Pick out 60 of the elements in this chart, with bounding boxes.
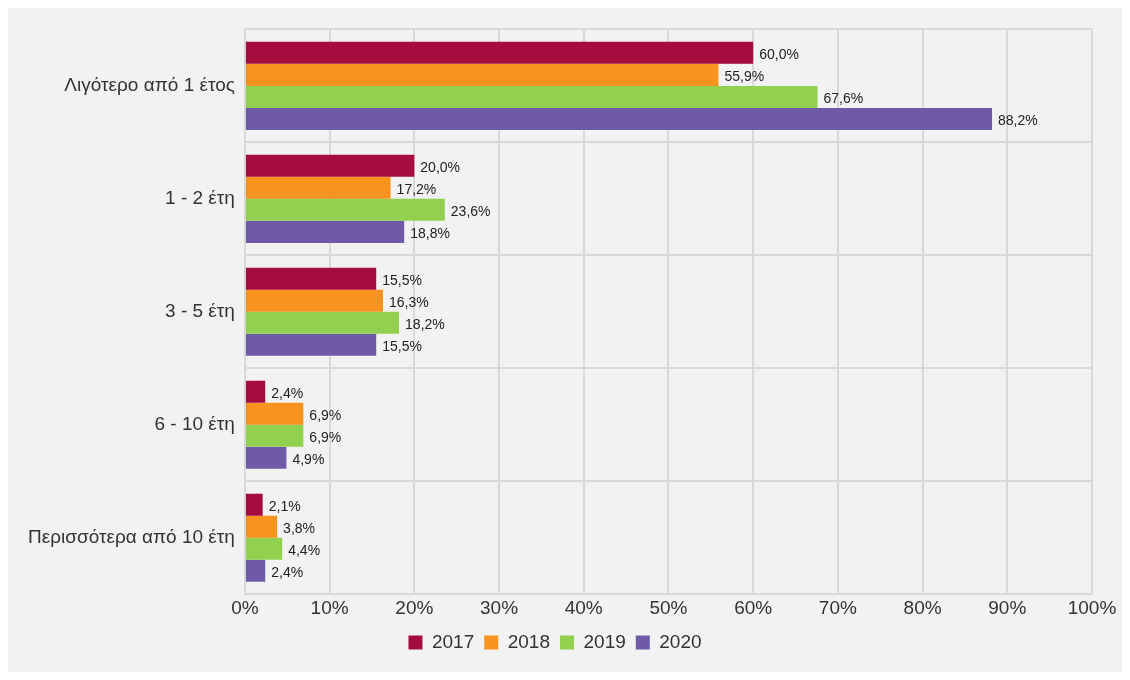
x-tick-label: 100% (1067, 596, 1117, 618)
y-tick-label: 6 - 10 έτη (154, 412, 235, 434)
bar (245, 537, 283, 560)
bar (245, 41, 754, 64)
bar (245, 85, 818, 108)
legend-label: 2017 (431, 630, 475, 652)
data-label: 2,4% (271, 384, 304, 401)
data-label: 18,8% (410, 224, 450, 241)
data-label: 2,4% (271, 563, 304, 580)
bar (245, 493, 263, 516)
bar (245, 176, 391, 199)
x-tick-label: 20% (395, 596, 434, 618)
bar (245, 446, 287, 469)
data-label: 55,9% (724, 67, 765, 84)
x-tick-label: 70% (818, 596, 857, 618)
y-tick-label: Περισσότερα από 10 έτη (27, 525, 235, 547)
bar (245, 267, 377, 290)
legend-label: 2018 (507, 630, 551, 652)
bar (245, 402, 304, 425)
bar (245, 198, 445, 221)
x-tick-label: 50% (649, 596, 688, 618)
data-label: 6,9% (309, 428, 342, 445)
data-label: 3,8% (283, 519, 316, 536)
bar (245, 311, 400, 334)
data-label: 20,0% (420, 158, 461, 175)
data-label: 17,2% (396, 180, 437, 197)
y-tick-label: Λιγότερο από 1 έτος (64, 74, 235, 96)
data-label: 4,9% (292, 450, 325, 467)
bar (245, 333, 377, 356)
data-label: 18,2% (405, 315, 445, 332)
bar (245, 559, 266, 582)
bar (245, 154, 415, 177)
data-label: 60,0% (759, 45, 799, 62)
bar (245, 289, 383, 312)
data-label: 2,1% (268, 497, 301, 514)
data-label: 15,5% (382, 337, 422, 354)
x-tick-label: 10% (310, 596, 349, 618)
bar (245, 424, 304, 447)
x-tick-label: 0% (231, 596, 259, 618)
legend-label: 2020 (659, 630, 702, 652)
data-label: 6,9% (309, 406, 342, 423)
x-tick-label: 40% (564, 596, 603, 618)
y-tick-label: 1 - 2 έτη (165, 187, 235, 209)
data-label: 15,5% (382, 271, 422, 288)
x-tick-label: 30% (480, 596, 519, 618)
data-label: 16,3% (388, 293, 429, 310)
bar (245, 515, 278, 538)
data-label: 67,6% (823, 89, 864, 106)
x-tick-label: 90% (988, 596, 1027, 618)
bar (245, 380, 266, 403)
bar (245, 63, 719, 86)
bar (245, 107, 993, 130)
y-tick-label: 3 - 5 έτη (165, 300, 235, 322)
x-tick-label: 60% (734, 596, 773, 618)
data-label: 88,2% (998, 111, 1038, 128)
data-label: 23,6% (450, 202, 491, 219)
legend-label: 2019 (583, 630, 626, 652)
data-label: 4,4% (288, 541, 321, 558)
bar (245, 220, 405, 243)
x-tick-label: 80% (903, 596, 942, 618)
